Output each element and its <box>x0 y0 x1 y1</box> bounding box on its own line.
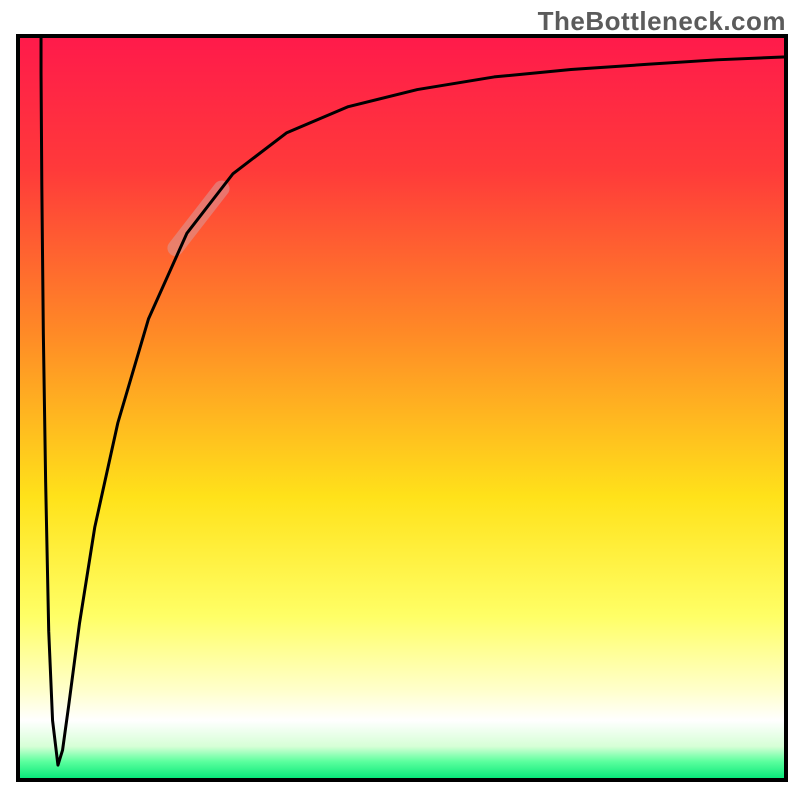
plot-background <box>18 36 786 780</box>
watermark-text: TheBottleneck.com <box>538 6 786 37</box>
chart-container: TheBottleneck.com <box>0 0 800 800</box>
bottleneck-curve-chart <box>0 0 800 800</box>
